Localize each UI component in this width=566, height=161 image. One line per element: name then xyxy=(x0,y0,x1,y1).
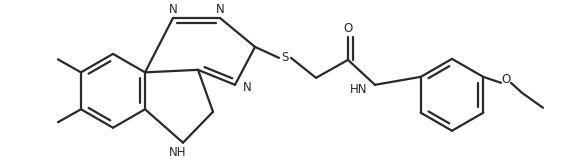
Text: N: N xyxy=(243,81,251,94)
Text: NH: NH xyxy=(169,146,187,159)
Text: N: N xyxy=(169,4,177,16)
Text: S: S xyxy=(281,51,289,64)
Text: O: O xyxy=(501,73,511,86)
Text: O: O xyxy=(344,22,353,35)
Text: N: N xyxy=(216,4,224,16)
Text: HN: HN xyxy=(349,83,367,96)
